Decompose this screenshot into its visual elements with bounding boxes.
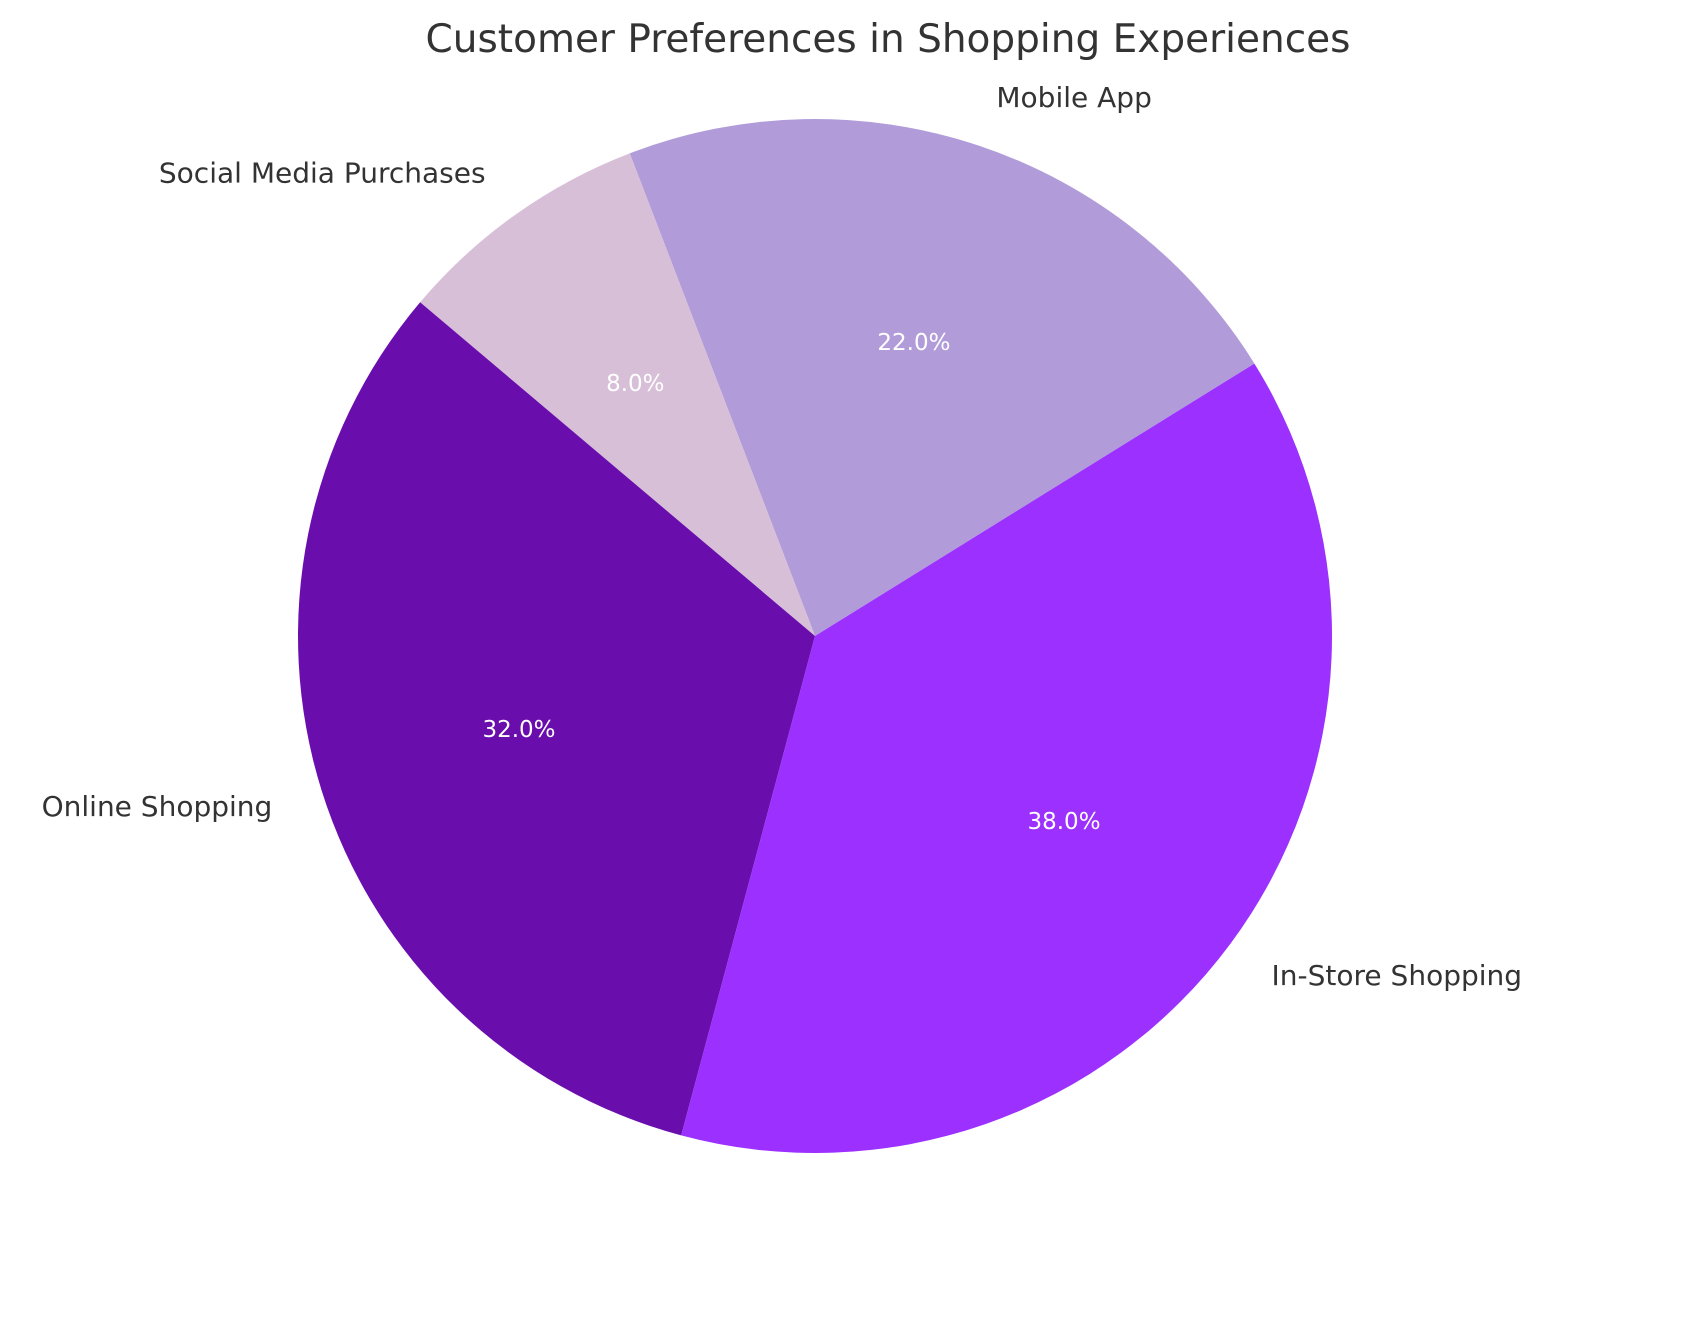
slice-category-label: Online Shopping xyxy=(42,790,273,823)
pie-slices xyxy=(297,118,1333,1153)
slice-category-label: Mobile App xyxy=(996,81,1151,114)
slice-percent-label: 38.0% xyxy=(1027,809,1100,835)
slice-category-label: Social Media Purchases xyxy=(159,156,486,189)
pie-labels: 22.0% Mobile App 8.0% Social Media Purchase… xyxy=(42,81,1522,992)
slice-category-label: In-Store Shopping xyxy=(1272,959,1523,992)
pie-slice-social-media-purchases xyxy=(420,153,815,636)
chart-title: Customer Preferences in Shopping Experie… xyxy=(426,17,1351,62)
slice-percent-label: 22.0% xyxy=(877,330,950,356)
slice-percent-label: 32.0% xyxy=(482,717,555,743)
pie-slice-mobile-app xyxy=(629,118,1255,636)
pie-slice-online-shopping xyxy=(297,302,816,1136)
slice-percent-label: 8.0% xyxy=(606,371,664,397)
pie-slice-in-store-shopping xyxy=(681,363,1333,1153)
